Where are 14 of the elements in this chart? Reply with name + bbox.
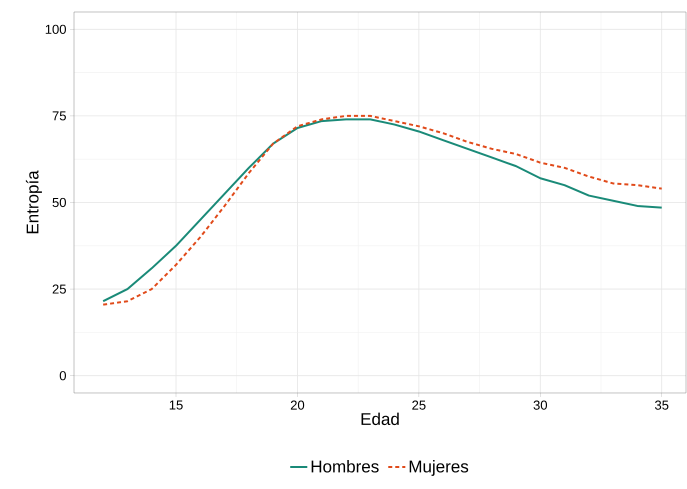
x-tick-label: 20 [290, 400, 304, 410]
y-tick-label: 75 [52, 111, 66, 120]
y-tick-label: 0 [60, 371, 66, 380]
y-tick-label: 100 [46, 24, 66, 34]
x-tick-label: 35 [654, 400, 668, 410]
x-axis-title: Edad [362, 412, 399, 426]
y-axis-title: Entropía [26, 170, 42, 234]
y-tick-label: 50 [52, 198, 66, 208]
x-tick-label: 15 [170, 400, 183, 410]
legend-label: Mujeres [410, 460, 468, 476]
legend-label: Hombres [312, 460, 379, 473]
x-tick-label: 25 [412, 400, 426, 410]
x-tick-label: 30 [534, 400, 548, 410]
y-tick-label: 25 [52, 284, 66, 294]
